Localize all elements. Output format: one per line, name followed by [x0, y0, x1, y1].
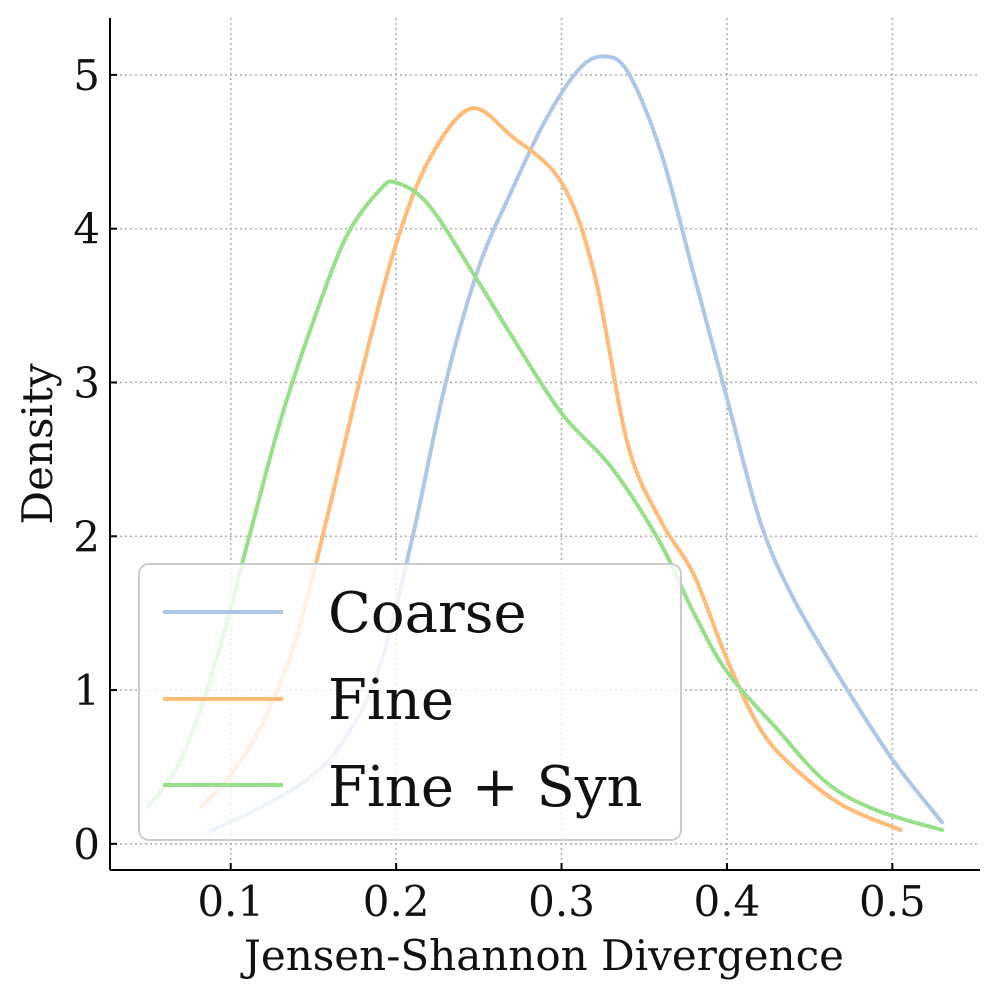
x-tick-label-0-2: 0.2 [363, 877, 430, 926]
legend-label-fine: Fine [328, 668, 454, 733]
y-tick-label-0: 0 [73, 820, 100, 869]
x-tick-label-0-5: 0.5 [859, 877, 926, 926]
legend-label-fine-syn: Fine + Syn [328, 755, 643, 820]
x-axis-label: Jensen-Shannon Divergence [240, 931, 844, 980]
x-tick-label-0-4: 0.4 [694, 877, 761, 926]
y-tick-label-4: 4 [73, 205, 100, 254]
x-tick-label-0-1: 0.1 [197, 877, 264, 926]
y-axis-label: Density [13, 363, 62, 524]
legend-label-coarse: Coarse [328, 581, 527, 646]
x-tick-label-0-3: 0.3 [528, 877, 595, 926]
legend: Coarse Fine Fine + Syn [138, 563, 682, 841]
y-tick-label-5: 5 [73, 51, 100, 100]
y-tick-label-1: 1 [73, 666, 100, 715]
axes [109, 18, 980, 871]
legend-box [138, 563, 682, 841]
y-tick-label-2: 2 [73, 512, 100, 561]
series-line-fine-syn [146, 179, 944, 832]
y-tick-label-3: 3 [73, 358, 100, 407]
ticks: 0.1 0.2 0.3 0.4 0.5 0 1 2 3 4 5 [73, 51, 925, 926]
